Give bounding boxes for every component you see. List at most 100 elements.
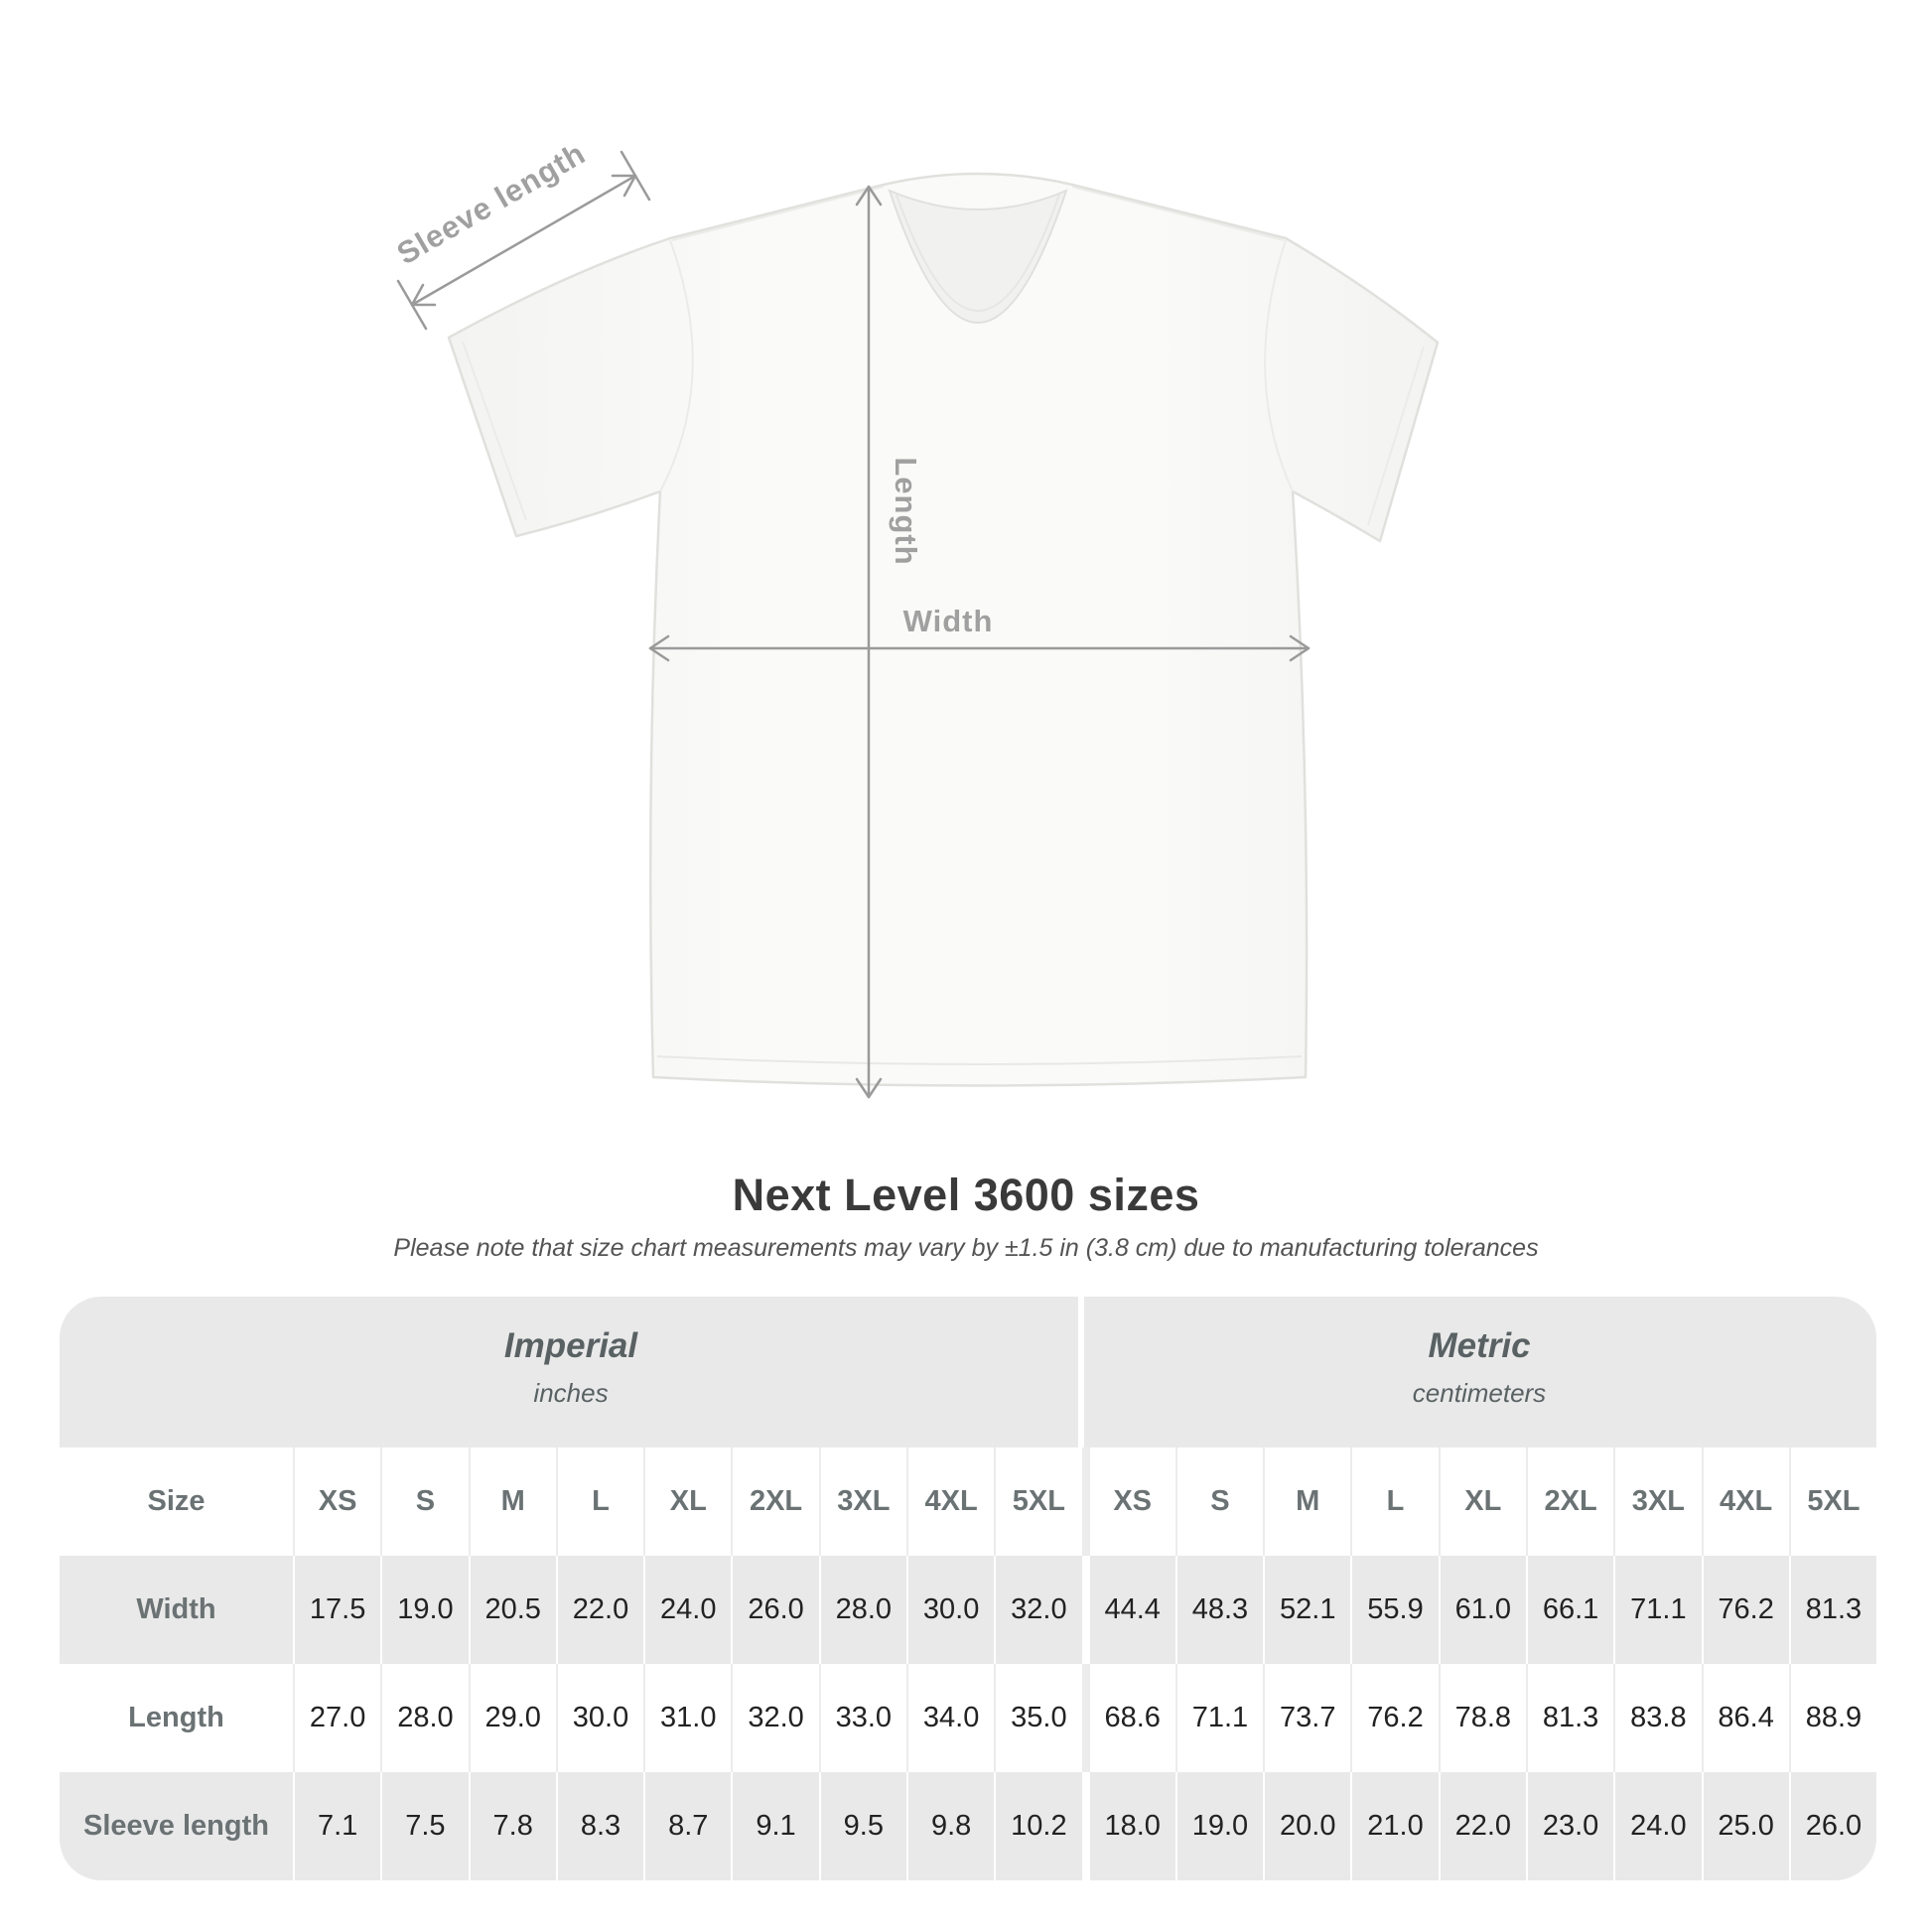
value-cell: 7.5 [380, 1772, 468, 1880]
value-cell: 34.0 [905, 1664, 994, 1772]
imperial-label: Imperial [503, 1326, 638, 1365]
group-divider [1081, 1664, 1088, 1772]
value-cell: 81.3 [1525, 1664, 1613, 1772]
table-header-row: Size XS S M L XL 2XL 3XL 4XL 5XL XS S M L XL 2XL 3XL 4XL 5… [60, 1448, 1876, 1556]
imperial-header: Imperial inches [504, 1326, 637, 1409]
value-cell: 71.1 [1174, 1664, 1263, 1772]
size-header-cell: L [555, 1448, 643, 1556]
size-header-cell: 3XL [1613, 1448, 1701, 1556]
size-header-cell: L [1350, 1448, 1438, 1556]
value-cell: 52.1 [1263, 1556, 1350, 1664]
group-divider [1081, 1448, 1088, 1556]
sleeve-length-arrow [396, 150, 651, 331]
value-cell: 35.0 [994, 1664, 1081, 1772]
size-header-cell: XL [1438, 1448, 1526, 1556]
value-cell: 20.5 [468, 1556, 556, 1664]
size-header-cell: M [1263, 1448, 1350, 1556]
row-label: Length [128, 1702, 224, 1733]
value-cell: 81.3 [1788, 1556, 1876, 1664]
width-label: Width [903, 604, 994, 638]
value-cell: 9.8 [905, 1772, 994, 1880]
size-header-cell: S [1174, 1448, 1263, 1556]
size-column-header: Size [147, 1485, 206, 1517]
value-cell: 33.0 [818, 1664, 906, 1772]
value-cell: 26.0 [731, 1556, 818, 1664]
tshirt-silhouette [447, 172, 1440, 1087]
length-arrow [855, 185, 883, 1099]
page-title: Next Level 3600 sizes [732, 1170, 1200, 1220]
value-cell: 88.9 [1788, 1664, 1876, 1772]
value-cell: 68.6 [1087, 1664, 1175, 1772]
value-cell: 8.3 [555, 1772, 643, 1880]
value-cell: 66.1 [1525, 1556, 1613, 1664]
size-header-cell: 3XL [818, 1448, 906, 1556]
value-cell: 17.5 [293, 1556, 380, 1664]
metric-header: Metric centimeters [1413, 1326, 1546, 1409]
size-header-cell: 4XL [1701, 1448, 1789, 1556]
tshirt-diagram: Sleeve length Length Width [391, 136, 1440, 1099]
size-header-cell: XS [1087, 1448, 1175, 1556]
metric-unit: centimeters [1412, 1378, 1547, 1408]
value-cell: 32.0 [994, 1556, 1081, 1664]
collar-opening [888, 189, 1068, 324]
row-label: Width [136, 1593, 216, 1625]
size-header-cell: XS [293, 1448, 380, 1556]
value-cell: 44.4 [1087, 1556, 1175, 1664]
size-header-cell: S [380, 1448, 468, 1556]
size-header-cell: 2XL [731, 1448, 818, 1556]
size-header-cell: XL [643, 1448, 731, 1556]
value-cell: 9.1 [731, 1772, 818, 1880]
row-label: Sleeve length [83, 1810, 269, 1842]
length-label: Length [889, 457, 923, 565]
value-cell: 30.0 [555, 1664, 643, 1772]
value-cell: 83.8 [1613, 1664, 1701, 1772]
value-cell: 71.1 [1613, 1556, 1701, 1664]
value-cell: 10.2 [994, 1772, 1081, 1880]
value-cell: 23.0 [1525, 1772, 1613, 1880]
value-cell: 48.3 [1174, 1556, 1263, 1664]
value-cell: 22.0 [555, 1556, 643, 1664]
size-header-cell: 5XL [1788, 1448, 1876, 1556]
size-header-cell: M [468, 1448, 556, 1556]
table-row: Length 27.0 28.0 29.0 30.0 31.0 32.0 33.0 34.0 35… [60, 1664, 1876, 1772]
page-subtitle: Please note that size chart measurements… [393, 1234, 1539, 1262]
value-cell: 24.0 [1613, 1772, 1701, 1880]
value-cell: 19.0 [1174, 1772, 1263, 1880]
value-cell: 73.7 [1263, 1664, 1350, 1772]
value-cell: 78.8 [1438, 1664, 1526, 1772]
value-cell: 31.0 [643, 1664, 731, 1772]
group-divider [1081, 1556, 1088, 1664]
value-cell: 8.7 [643, 1772, 731, 1880]
table-row: Width 17.5 19.0 20.5 22.0 24.0 26.0 28.0 30.0 32.… [60, 1556, 1876, 1664]
size-header-cell: 4XL [905, 1448, 994, 1556]
value-cell: 28.0 [818, 1556, 906, 1664]
value-cell: 26.0 [1788, 1772, 1876, 1880]
size-header-cell: 5XL [994, 1448, 1081, 1556]
value-cell: 7.8 [468, 1772, 556, 1880]
value-cell: 22.0 [1438, 1772, 1526, 1880]
unit-header-band: Imperial inches Metric centimeters [60, 1297, 1876, 1448]
value-cell: 30.0 [905, 1556, 994, 1664]
value-cell: 25.0 [1701, 1772, 1789, 1880]
value-cell: 9.5 [818, 1772, 906, 1880]
table-row: Sleeve length 7.1 7.5 7.8 8.3 8.7 9.1 9.5 9.8 10.… [60, 1772, 1876, 1880]
value-cell: 61.0 [1438, 1556, 1526, 1664]
value-cell: 19.0 [380, 1556, 468, 1664]
value-cell: 55.9 [1350, 1556, 1438, 1664]
metric-label: Metric [1428, 1326, 1531, 1365]
value-cell: 20.0 [1263, 1772, 1350, 1880]
value-cell: 27.0 [293, 1664, 380, 1772]
size-header-cell: 2XL [1525, 1448, 1613, 1556]
imperial-unit: inches [533, 1378, 609, 1408]
sleeve-length-label: Sleeve length [391, 136, 592, 272]
value-cell: 18.0 [1087, 1772, 1175, 1880]
value-cell: 24.0 [643, 1556, 731, 1664]
group-divider [1078, 1297, 1084, 1448]
value-cell: 76.2 [1701, 1556, 1789, 1664]
size-table-rows: Size XS S M L XL 2XL 3XL 4XL 5XL XS S M L XL 2XL 3XL 4XL 5… [60, 1448, 1876, 1880]
value-cell: 29.0 [468, 1664, 556, 1772]
width-arrow [648, 634, 1311, 662]
value-cell: 86.4 [1701, 1664, 1789, 1772]
size-table: Imperial inches Metric centimeters Size X… [60, 1297, 1876, 1880]
